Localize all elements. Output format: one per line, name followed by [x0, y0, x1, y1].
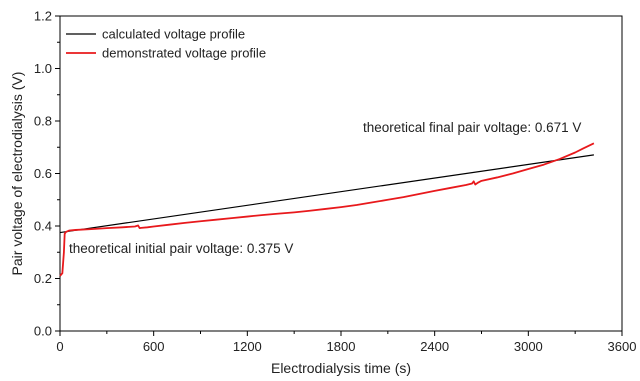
x-tick-label: 3600: [608, 339, 637, 354]
annotation-initial: theoretical initial pair voltage: 0.375 …: [69, 241, 293, 256]
x-tick-label: 0: [56, 339, 63, 354]
y-tick-label: 0.2: [34, 271, 52, 286]
x-tick-label: 2400: [420, 339, 449, 354]
y-tick-label: 0.4: [34, 219, 52, 234]
x-tick-label: 1800: [327, 339, 356, 354]
x-axis-title: Electrodialysis time (s): [271, 360, 411, 376]
calculated-voltage-line: [59, 154, 594, 234]
legend-entry-label: demonstrated voltage profile: [102, 46, 266, 61]
demonstrated-voltage-line: [59, 142, 595, 277]
y-axis-title: Pair voltage of electrodialysis (V): [9, 72, 25, 276]
y-tick-label: 0.8: [34, 114, 52, 129]
y-tick-label: 0.0: [34, 324, 52, 339]
x-tick-label: 3000: [514, 339, 543, 354]
y-tick-label: 1.2: [34, 9, 52, 24]
legend-entry-label: calculated voltage profile: [102, 27, 245, 42]
y-tick-label: 0.6: [34, 166, 52, 181]
x-tick-label: 1200: [233, 339, 262, 354]
y-tick-label: 1.0: [34, 61, 52, 76]
plot-frame: [59, 15, 623, 332]
x-tick-label: 600: [143, 339, 165, 354]
annotation-final: theoretical final pair voltage: 0.671 V: [363, 120, 581, 135]
